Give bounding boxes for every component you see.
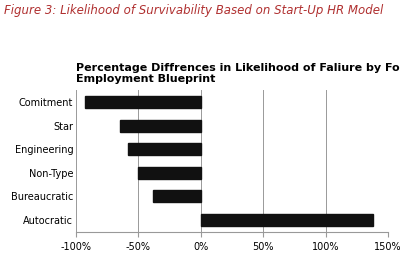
Text: Figure 3: Likelihood of Survivability Based on Start-Up HR Model: Figure 3: Likelihood of Survivability Ba… xyxy=(4,4,383,17)
Bar xyxy=(138,167,201,179)
Bar xyxy=(153,191,201,202)
Bar xyxy=(128,143,201,155)
Text: Percentage Diffrences in Likelihood of Faliure by Founder’s
Employment Blueprint: Percentage Diffrences in Likelihood of F… xyxy=(76,63,400,84)
Bar xyxy=(85,96,201,108)
Bar xyxy=(201,214,373,226)
Bar xyxy=(120,120,201,131)
